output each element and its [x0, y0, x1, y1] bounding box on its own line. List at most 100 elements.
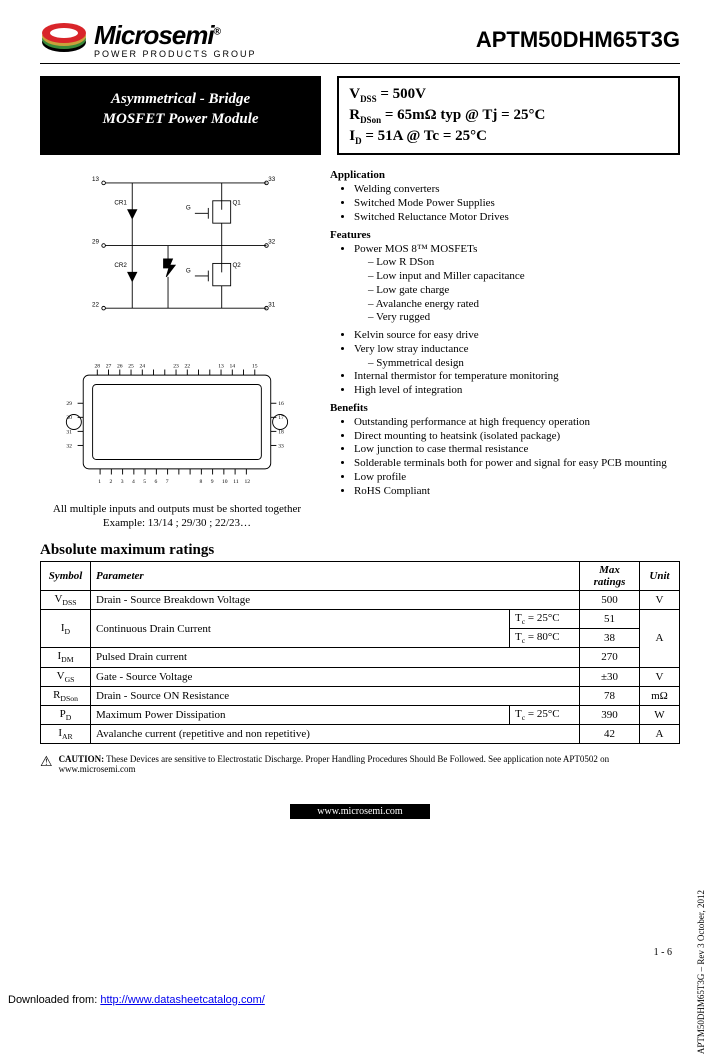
cell-symbol: VGS — [41, 667, 91, 686]
list-item: Low R DSon — [368, 256, 680, 270]
list-item: Welding converters — [354, 183, 680, 197]
title-line-2: MOSFET Power Module — [58, 110, 303, 130]
svg-text:33: 33 — [268, 177, 275, 184]
brand-tagline: POWER PRODUCTS GROUP — [94, 49, 257, 59]
cell-symbol: VDSS — [41, 590, 91, 609]
list-item: Low junction to case thermal resistance — [354, 443, 680, 457]
svg-text:6: 6 — [154, 479, 157, 485]
list-item: Switched Reluctance Motor Drives — [354, 211, 680, 225]
list-item: Very rugged — [368, 311, 680, 325]
svg-text:CR1: CR1 — [114, 200, 127, 207]
svg-text:2: 2 — [109, 479, 112, 485]
th-parameter: Parameter — [91, 561, 580, 590]
svg-text:23: 23 — [173, 364, 179, 370]
download-link[interactable]: http://www.datasheetcatalog.com/ — [100, 994, 264, 1006]
list-item: Kelvin source for easy drive — [354, 329, 680, 343]
list-item: Low gate charge — [368, 284, 680, 298]
th-max: Max ratings — [580, 561, 640, 590]
cell-symbol: IAR — [41, 725, 91, 744]
svg-text:32: 32 — [66, 444, 72, 450]
svg-text:18: 18 — [278, 430, 284, 436]
application-heading: Application — [330, 169, 680, 181]
footer-url: www.microsemi.com — [290, 804, 430, 819]
title-badge: Asymmetrical - Bridge MOSFET Power Modul… — [40, 76, 321, 155]
page-number: 1 - 6 — [654, 947, 672, 958]
svg-text:5: 5 — [143, 479, 146, 485]
svg-text:29: 29 — [92, 239, 99, 246]
svg-text:30: 30 — [66, 416, 72, 422]
spec-id: ID = 51A @ Tc = 25°C — [349, 126, 668, 147]
application-list: Welding convertersSwitched Mode Power Su… — [330, 183, 680, 224]
list-item: Outstanding performance at high frequenc… — [354, 416, 680, 430]
svg-text:16: 16 — [278, 402, 284, 408]
svg-text:8: 8 — [199, 479, 202, 485]
svg-text:33: 33 — [278, 444, 284, 450]
list-item: Direct mounting to heatsink (isolated pa… — [354, 430, 680, 444]
features-heading: Features — [330, 229, 680, 241]
brand-name: Microsemi® — [94, 20, 257, 51]
svg-text:G: G — [186, 205, 191, 212]
cell-symbol: PD — [41, 705, 91, 724]
svg-text:11: 11 — [233, 479, 239, 485]
list-item: Symmetrical design — [368, 357, 680, 371]
benefits-list: Outstanding performance at high frequenc… — [330, 416, 680, 499]
svg-text:G: G — [186, 268, 191, 275]
list-item: Internal thermistor for temperature moni… — [354, 370, 680, 384]
svg-text:1: 1 — [98, 479, 101, 485]
svg-text:Q1: Q1 — [232, 200, 241, 207]
caution-note: ⚠ CAUTION: These Devices are sensitive t… — [40, 754, 680, 774]
svg-text:13: 13 — [92, 177, 99, 184]
svg-text:Q2: Q2 — [232, 262, 241, 269]
svg-text:4: 4 — [132, 479, 135, 485]
package-outline-diagram: 2827262524232213141512345678910111229163… — [40, 347, 314, 497]
list-item: Avalanche energy rated — [368, 298, 680, 312]
svg-text:29: 29 — [66, 402, 72, 408]
svg-text:25: 25 — [128, 364, 134, 370]
svg-text:27: 27 — [106, 364, 112, 370]
spec-rdson: RDSon = 65mΩ typ @ Tj = 25°C — [349, 105, 668, 126]
svg-text:31: 31 — [268, 302, 275, 309]
svg-text:17: 17 — [278, 416, 284, 422]
revision-note: APTM50DHM65T3G – Rev 3 October, 2012 — [696, 890, 706, 1054]
features-list: Power MOS 8™ MOSFETs Low R DSonLow input… — [330, 243, 680, 326]
cell-symbol: IDM — [41, 648, 91, 667]
svg-text:15: 15 — [252, 364, 258, 370]
microsemi-logo-icon — [40, 22, 88, 58]
feature-item: Power MOS 8™ MOSFETs Low R DSonLow input… — [354, 243, 680, 326]
ratings-heading: Absolute maximum ratings — [40, 542, 680, 559]
th-symbol: Symbol — [41, 561, 91, 590]
title-line-1: Asymmetrical - Bridge — [58, 90, 303, 110]
list-item: Very low stray inductanceSymmetrical des… — [354, 343, 680, 371]
key-specs-box: VDSS = 500V RDSon = 65mΩ typ @ Tj = 25°C… — [337, 76, 680, 155]
benefits-heading: Benefits — [330, 402, 680, 414]
svg-text:9: 9 — [211, 479, 214, 485]
svg-text:24: 24 — [139, 364, 145, 370]
list-item: Switched Mode Power Supplies — [354, 197, 680, 211]
svg-text:13: 13 — [218, 364, 224, 370]
logo-block: Microsemi® POWER PRODUCTS GROUP — [40, 20, 257, 59]
features-list-cont: Kelvin source for easy driveVery low str… — [330, 329, 680, 398]
circuit-schematic-diagram: 132922 333231 CR1CR2 Q1Q2 GG — [40, 165, 314, 335]
svg-text:12: 12 — [244, 479, 250, 485]
list-item: Solderable terminals both for power and … — [354, 457, 680, 471]
svg-text:32: 32 — [268, 239, 275, 246]
list-item: High level of integration — [354, 384, 680, 398]
svg-text:26: 26 — [117, 364, 123, 370]
svg-text:14: 14 — [229, 364, 235, 370]
ratings-table: Symbol Parameter Max ratings Unit VDSSDr… — [40, 561, 680, 745]
spec-vdss: VDSS = 500V — [349, 84, 668, 105]
svg-text:3: 3 — [121, 479, 124, 485]
download-source-note: Downloaded from: http://www.datasheetcat… — [0, 990, 720, 1010]
list-item: RoHS Compliant — [354, 485, 680, 499]
diagram-note: All multiple inputs and outputs must be … — [40, 503, 314, 529]
page-header: Microsemi® POWER PRODUCTS GROUP APTM50DH… — [40, 20, 680, 64]
list-item: Low profile — [354, 471, 680, 485]
svg-text:31: 31 — [66, 430, 72, 436]
svg-text:10: 10 — [222, 479, 228, 485]
part-number: APTM50DHM65T3G — [476, 27, 680, 53]
caution-icon: ⚠ — [40, 754, 53, 771]
cell-symbol: RDSon — [41, 686, 91, 705]
list-item: Low input and Miller capacitance — [368, 270, 680, 284]
svg-text:22: 22 — [92, 302, 99, 309]
cell-symbol: ID — [41, 609, 91, 647]
